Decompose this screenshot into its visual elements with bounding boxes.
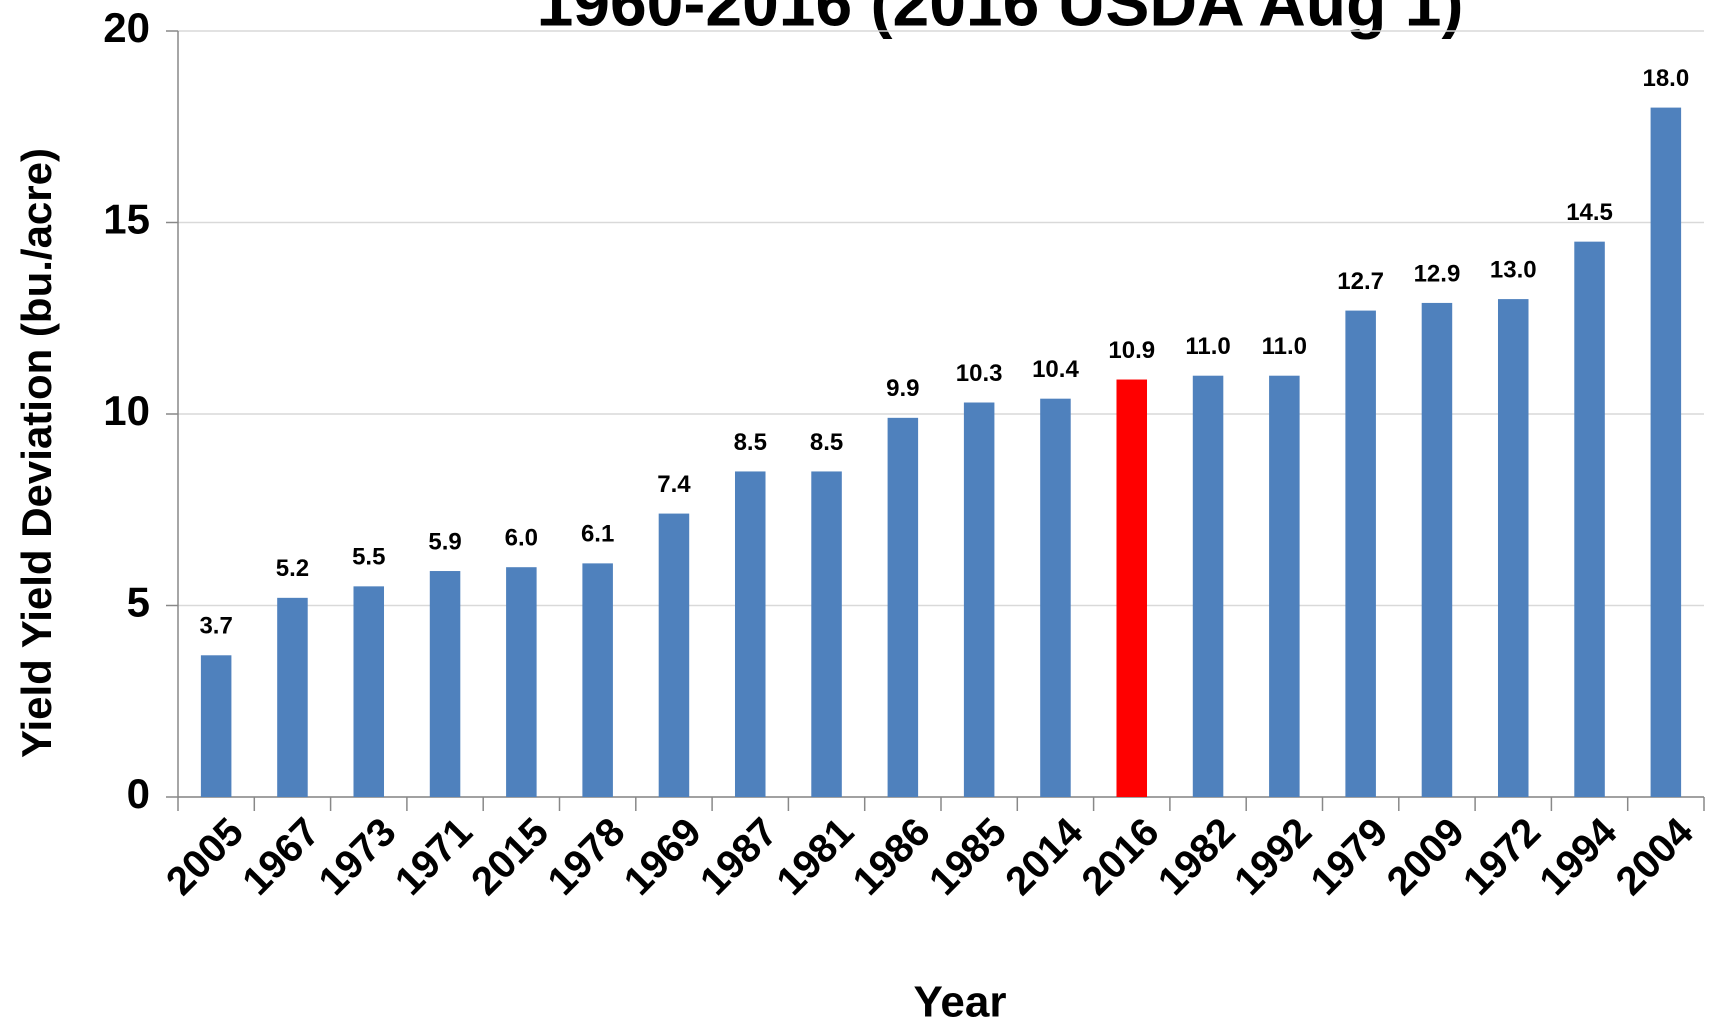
bar [277, 597, 308, 797]
x-tick-label: 2016 [1074, 810, 1168, 904]
value-label: 10.4 [1032, 356, 1079, 383]
bar [200, 655, 232, 797]
x-tick-label: 1971 [387, 810, 481, 904]
value-label: 10.9 [1108, 337, 1155, 364]
value-label: 12.9 [1414, 260, 1461, 287]
value-label: 7.4 [657, 471, 691, 498]
bar [734, 471, 766, 797]
x-tick-label: 2009 [1379, 810, 1473, 904]
x-tick-label: 1979 [1302, 810, 1396, 904]
x-tick-label: 1987 [692, 810, 786, 904]
x-tick-label: 1986 [845, 810, 939, 904]
value-label: 9.9 [886, 375, 919, 402]
bar [1421, 302, 1453, 797]
chart-title: 1960-2016 (2016 USDA Aug 1) [537, 0, 1464, 39]
value-label: 6.0 [505, 525, 538, 552]
x-tick-label: 1992 [1226, 810, 1320, 904]
value-label: 18.0 [1642, 65, 1689, 92]
x-tick-label: 1981 [768, 810, 862, 904]
bar [353, 586, 385, 797]
x-axis-label: Year [914, 978, 1007, 1027]
x-tick-label: 1982 [1150, 810, 1244, 904]
bar [658, 513, 690, 797]
x-tick-label: 1967 [234, 810, 328, 904]
y-tick-label: 15 [103, 196, 150, 243]
value-label: 8.5 [734, 429, 767, 456]
value-label: 11.0 [1262, 333, 1307, 360]
value-label: 5.2 [276, 555, 309, 582]
x-tick-label: 1994 [1531, 809, 1626, 904]
x-tick-label: 1973 [311, 810, 405, 904]
y-tick-label: 10 [103, 387, 150, 434]
value-label: 6.1 [581, 521, 614, 548]
x-tick-label: 1978 [539, 810, 633, 904]
x-tick-label: 2015 [463, 810, 557, 904]
bar [811, 471, 842, 797]
bar [1040, 398, 1071, 797]
y-tick-label: 0 [127, 770, 150, 817]
value-label: 12.7 [1337, 268, 1384, 295]
value-label: 13.0 [1490, 256, 1537, 283]
value-label: 8.5 [810, 429, 843, 456]
bar [963, 402, 995, 797]
value-label: 14.5 [1566, 199, 1613, 226]
value-label: 10.3 [956, 360, 1003, 387]
bar [1574, 241, 1605, 797]
bar [1192, 375, 1224, 797]
bar [1650, 107, 1682, 798]
x-tick-label: 1969 [616, 810, 710, 904]
x-tick-label: 1985 [921, 810, 1015, 904]
y-axis-label: Yield Yield Deviation (bu./acre) [13, 148, 60, 758]
value-label: 5.5 [352, 544, 385, 571]
bar [1345, 310, 1376, 797]
bar [1116, 379, 1148, 797]
bar [1269, 375, 1300, 797]
value-label: 3.7 [199, 613, 232, 640]
value-label: 11.0 [1185, 333, 1230, 360]
x-tick-label: 2014 [997, 809, 1092, 904]
bar [506, 567, 537, 797]
x-tick-label: 1972 [1455, 810, 1549, 904]
x-tick-label: 2004 [1608, 809, 1703, 904]
bar [582, 563, 613, 797]
x-tick-label: 2005 [158, 810, 252, 904]
bar [887, 417, 919, 797]
y-tick-label: 20 [103, 4, 150, 51]
y-tick-label: 5 [127, 579, 150, 626]
value-label: 5.9 [428, 528, 461, 555]
bar [429, 571, 461, 797]
bar [1497, 299, 1529, 797]
